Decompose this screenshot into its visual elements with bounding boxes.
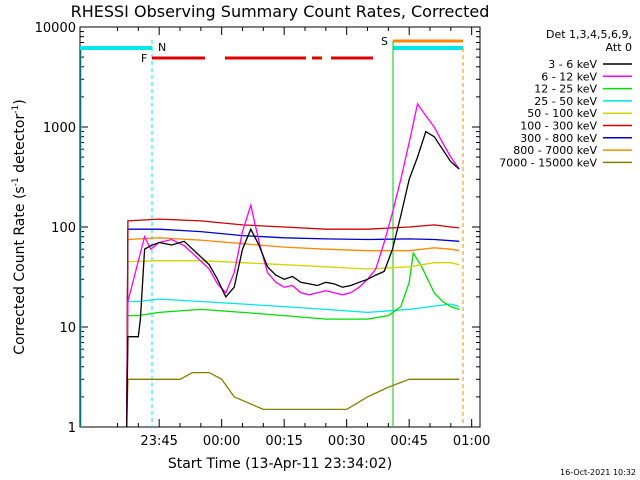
y-tick-label: 1000 bbox=[43, 121, 76, 136]
x-tick-label: 01:00 bbox=[453, 434, 490, 449]
legend-header-attenuator: Att 0 bbox=[606, 41, 632, 54]
legend-entry-label: 7000 - 15000 keV bbox=[499, 156, 597, 169]
y-tick-label: 10000 bbox=[35, 21, 76, 36]
legend-entry-label: 25 - 50 keV bbox=[534, 95, 597, 108]
legend-entry-label: 50 - 100 keV bbox=[527, 107, 597, 120]
x-tick-label: 00:30 bbox=[328, 434, 365, 449]
series-line-7000-15000-kev bbox=[126, 371, 460, 428]
x-tick-label: 00:00 bbox=[203, 434, 240, 449]
legend-entry-label: 800 - 7000 keV bbox=[513, 144, 597, 157]
y-axis-label: Corrected Count Rate (s-1 detector-1) bbox=[11, 99, 28, 354]
series-line-300-800-kev bbox=[126, 228, 460, 428]
series-line-6-12-kev bbox=[126, 102, 460, 428]
chart-title: RHESSI Observing Summary Count Rates, Co… bbox=[71, 2, 490, 21]
y-tick-label: 100 bbox=[51, 221, 76, 236]
flag-n-label: N bbox=[158, 41, 166, 54]
series-layer bbox=[126, 102, 460, 428]
x-tick-label: 00:45 bbox=[390, 434, 427, 449]
series-line-25-50-kev bbox=[126, 298, 460, 428]
observing-flags: N F S bbox=[80, 35, 464, 427]
legend-entry-label: 300 - 800 keV bbox=[520, 132, 597, 145]
y-tick-label: 1 bbox=[68, 421, 76, 436]
flag-f-label: F bbox=[141, 52, 147, 65]
y-tick-label: 10 bbox=[59, 321, 76, 336]
series-line-3-6-kev bbox=[126, 130, 460, 428]
legend-header-detectors: Det 1,3,4,5,6,9, bbox=[546, 28, 632, 41]
y-axis: 1 10 100 1000 10000 bbox=[35, 21, 480, 436]
flag-s-label: S bbox=[381, 35, 388, 48]
x-axis: 23:45 00:00 00:15 00:30 00:45 01:00 bbox=[117, 27, 490, 449]
series-line-800-7000-kev bbox=[126, 237, 460, 428]
legend-entry-label: 3 - 6 keV bbox=[548, 58, 597, 71]
x-axis-label: Start Time (13-Apr-11 23:34:02) bbox=[168, 456, 392, 472]
footer-timestamp: 16-Oct-2021 10:32 bbox=[560, 468, 636, 477]
legend-entry-label: 6 - 12 keV bbox=[541, 70, 597, 83]
x-tick-label: 00:15 bbox=[265, 434, 302, 449]
legend-entry-label: 12 - 25 keV bbox=[534, 83, 597, 96]
series-line-50-100-kev bbox=[126, 260, 460, 428]
series-line-12-25-kev bbox=[126, 251, 460, 428]
legend-entry-label: 100 - 300 keV bbox=[520, 120, 597, 133]
x-tick-label: 23:45 bbox=[140, 434, 177, 449]
series-line-100-300-kev bbox=[126, 218, 460, 428]
